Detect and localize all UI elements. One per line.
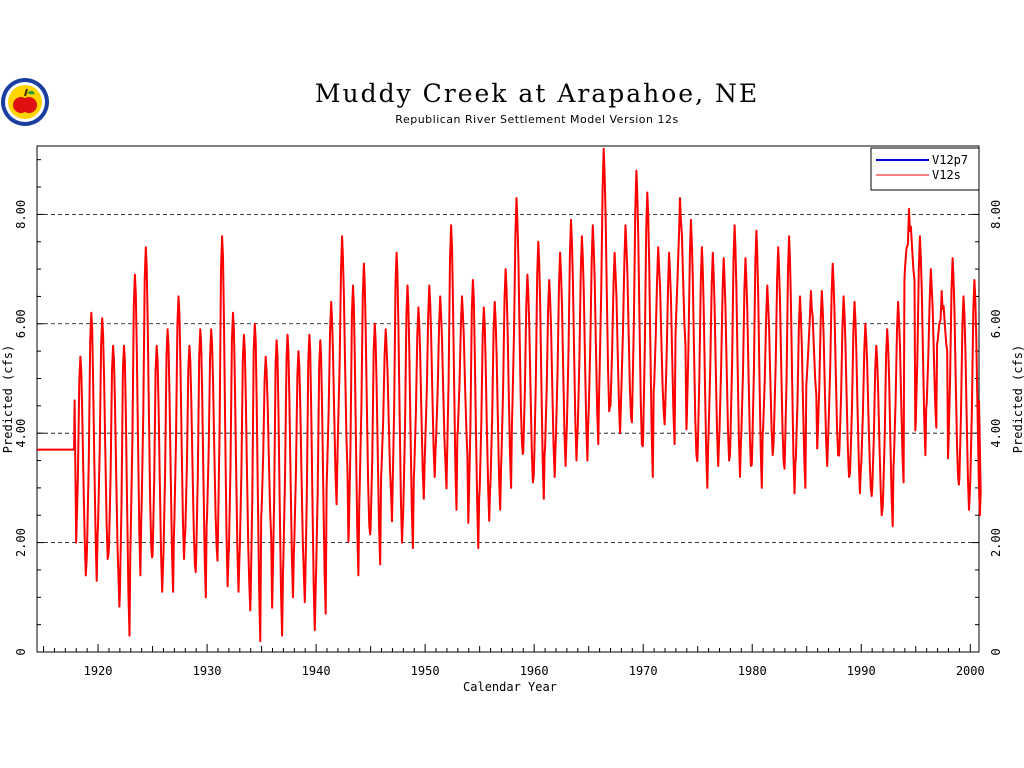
legend-label-v12p7: V12p7 xyxy=(932,153,968,167)
y-tick-label-right: 8.00 xyxy=(989,200,1003,229)
x-axis-ticks: 1920 1930 1940 1950 1960 1970 1980 1990 2000 xyxy=(43,644,985,678)
x-tick-label: 1980 xyxy=(738,664,767,678)
y-tick-label-right: 0 xyxy=(989,648,1003,655)
x-tick-label: 1930 xyxy=(193,664,222,678)
y-tick-label: 0 xyxy=(14,648,28,655)
series-layer xyxy=(37,147,982,643)
x-tick-label: 1960 xyxy=(520,664,549,678)
x-axis-label: Calendar Year xyxy=(463,680,557,694)
x-tick-label: 1920 xyxy=(84,664,113,678)
y-tick-label: 8.00 xyxy=(14,200,28,229)
y-tick-label-right: 2.00 xyxy=(989,528,1003,557)
apple-leaf-icon xyxy=(27,90,35,95)
y-axis-label-right: Predicted (cfs) xyxy=(1011,345,1024,453)
x-tick-label: 1950 xyxy=(411,664,440,678)
y-tick-label: 4.00 xyxy=(14,419,28,448)
x-tick-label: 2000 xyxy=(956,664,985,678)
y-axis-label: Predicted (cfs) xyxy=(1,345,15,453)
y-tick-label: 6.00 xyxy=(14,309,28,338)
chart-title: Muddy Creek at Arapahoe, NE xyxy=(315,79,759,108)
chart-subtitle: Republican River Settlement Model Versio… xyxy=(395,113,678,126)
agency-logo xyxy=(1,78,49,126)
apple-stem-icon xyxy=(24,88,28,97)
series-line-v12s xyxy=(37,147,982,643)
y-tick-label-right: 6.00 xyxy=(989,309,1003,338)
y-tick-label: 2.00 xyxy=(14,528,28,557)
legend-box xyxy=(870,147,980,191)
legend-label-v12s: V12s xyxy=(932,168,961,182)
plot-frame xyxy=(36,145,980,653)
x-tick-label: 1940 xyxy=(302,664,331,678)
legend: V12p7 V12s xyxy=(870,147,980,191)
x-tick-label: 1970 xyxy=(629,664,658,678)
x-tick-label: 1990 xyxy=(847,664,876,678)
y-tick-label-right: 4.00 xyxy=(989,419,1003,448)
apple-icon-right xyxy=(21,97,37,113)
